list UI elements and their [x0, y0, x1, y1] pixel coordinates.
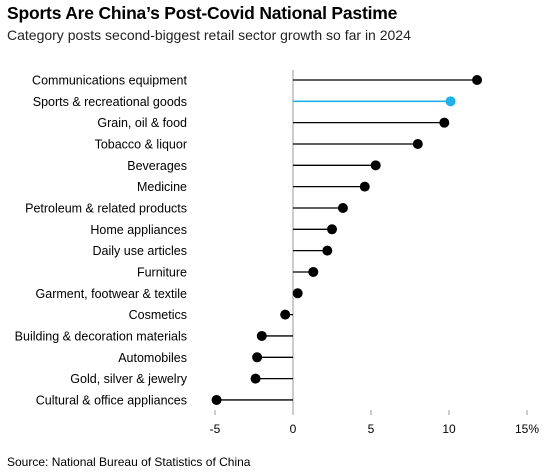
x-tick-label: 0	[290, 422, 297, 436]
chart-title: Sports Are China’s Post-Covid National P…	[7, 3, 398, 23]
category-label: Medicine	[137, 180, 187, 194]
chart-subtitle: Category posts second-biggest retail sec…	[7, 27, 411, 43]
category-label: Gold, silver & jewelry	[70, 372, 187, 386]
chart-marks: -5 0 5 10 15% Communications equipment Sports …	[15, 70, 539, 436]
lollipop-dot	[256, 330, 267, 341]
lollipop-dot	[211, 394, 222, 405]
category-label: Petroleum & related products	[25, 201, 187, 215]
category-label: Daily use articles	[93, 244, 187, 258]
lollipop-dot	[439, 117, 450, 128]
category-label: Grain, oil & food	[97, 116, 187, 130]
category-label: Communications equipment	[32, 74, 187, 88]
x-tick-label: -5	[210, 422, 221, 436]
category-label: Furniture	[137, 265, 187, 279]
lollipop-dot	[252, 352, 263, 363]
lollipop-dot	[359, 181, 370, 192]
lollipop-dot	[370, 160, 381, 171]
x-tick-label: 5	[368, 422, 375, 436]
category-label: Automobiles	[118, 351, 187, 365]
lollipop-dot	[292, 288, 303, 299]
lollipop-dot	[250, 373, 261, 384]
category-label: Tobacco & liquor	[95, 137, 187, 151]
lollipop-dot	[445, 96, 456, 107]
lollipop-dot	[337, 202, 348, 213]
category-label: Beverages	[127, 159, 187, 173]
lollipop-dot	[322, 245, 333, 256]
chart-source: Source: National Bureau of Statistics of…	[7, 455, 251, 469]
lollipop-dot	[308, 266, 319, 277]
category-label: Garment, footwear & textile	[36, 287, 188, 301]
category-label: Cosmetics	[129, 308, 187, 322]
x-tick-label: 15%	[515, 422, 539, 436]
category-label: Home appliances	[90, 223, 187, 237]
category-label: Building & decoration materials	[15, 329, 187, 343]
lollipop-dot	[472, 75, 483, 85]
x-tick-label: 10	[442, 422, 456, 436]
lollipop-dot	[412, 138, 423, 149]
lollipop-dot	[280, 309, 291, 320]
lollipop-dot	[327, 224, 337, 235]
category-label: Sports & recreational goods	[33, 95, 187, 109]
category-label: Cultural & office appliances	[36, 393, 187, 407]
